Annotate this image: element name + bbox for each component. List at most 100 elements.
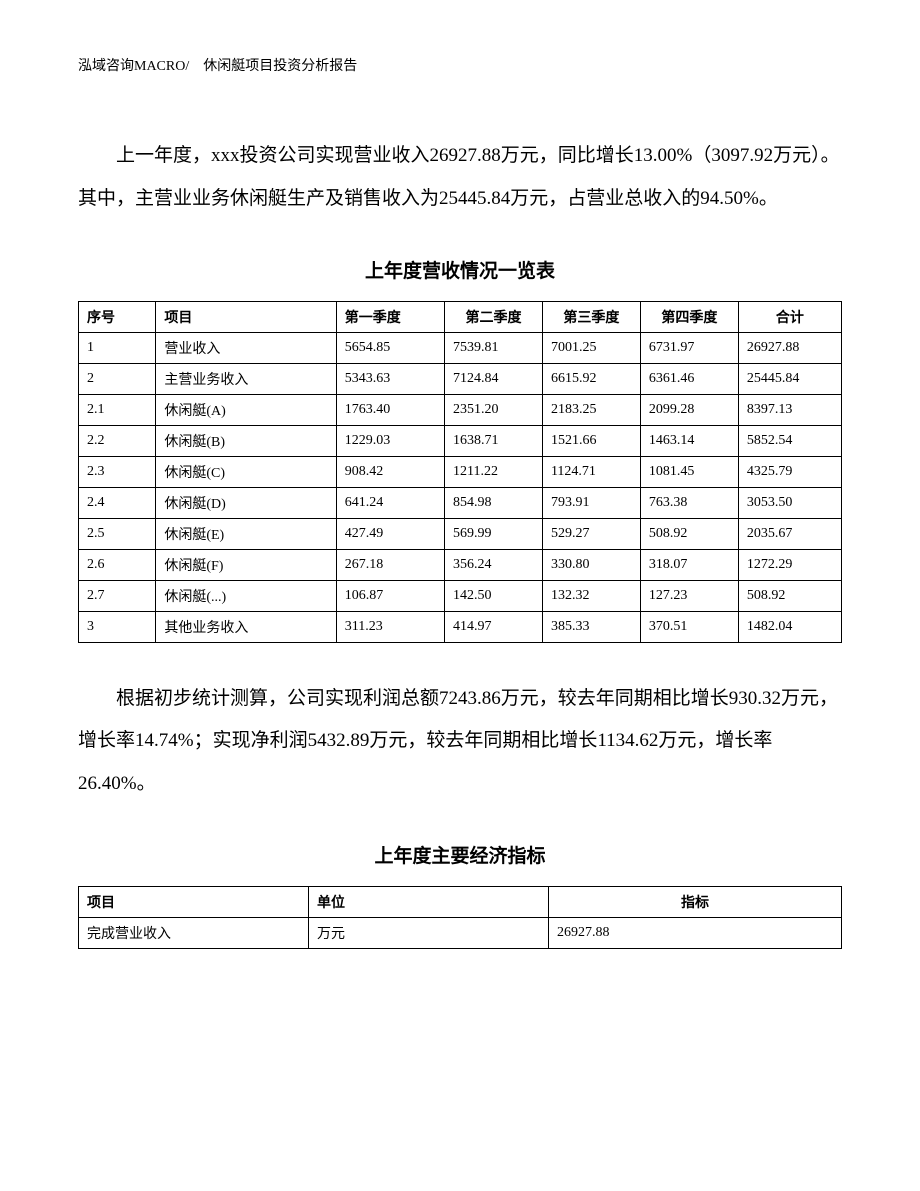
table-cell: 1 bbox=[79, 332, 156, 363]
table-cell: 5654.85 bbox=[336, 332, 444, 363]
table-cell: 2.5 bbox=[79, 518, 156, 549]
table-cell: 1482.04 bbox=[738, 611, 841, 642]
col-header: 第二季度 bbox=[445, 301, 543, 332]
table-cell: 854.98 bbox=[445, 487, 543, 518]
table-cell: 1211.22 bbox=[445, 456, 543, 487]
table-cell: 1229.03 bbox=[336, 425, 444, 456]
table-cell: 完成营业收入 bbox=[79, 917, 309, 948]
table-cell: 356.24 bbox=[445, 549, 543, 580]
table-cell: 8397.13 bbox=[738, 394, 841, 425]
table-cell: 7124.84 bbox=[445, 363, 543, 394]
table-body: 1营业收入5654.857539.817001.256731.9726927.8… bbox=[79, 332, 842, 642]
table-cell: 26927.88 bbox=[738, 332, 841, 363]
table-cell: 1272.29 bbox=[738, 549, 841, 580]
table-row: 2.6休闲艇(F)267.18356.24330.80318.071272.29 bbox=[79, 549, 842, 580]
table-cell: 休闲艇(D) bbox=[156, 487, 336, 518]
table-cell: 427.49 bbox=[336, 518, 444, 549]
table-cell: 休闲艇(E) bbox=[156, 518, 336, 549]
table-row: 完成营业收入万元26927.88 bbox=[79, 917, 842, 948]
table-cell: 1463.14 bbox=[640, 425, 738, 456]
table-row: 2.1休闲艇(A)1763.402351.202183.252099.28839… bbox=[79, 394, 842, 425]
indicators-table: 项目 单位 指标 完成营业收入万元26927.88 bbox=[78, 886, 842, 949]
table-cell: 318.07 bbox=[640, 549, 738, 580]
table-cell: 4325.79 bbox=[738, 456, 841, 487]
table-cell: 3053.50 bbox=[738, 487, 841, 518]
table-cell: 7001.25 bbox=[542, 332, 640, 363]
table-cell: 2.6 bbox=[79, 549, 156, 580]
table-cell: 1763.40 bbox=[336, 394, 444, 425]
table-row: 3其他业务收入311.23414.97385.33370.511482.04 bbox=[79, 611, 842, 642]
paragraph-2: 根据初步统计测算，公司实现利润总额7243.86万元，较去年同期相比增长930.… bbox=[78, 678, 842, 806]
table-cell: 2.1 bbox=[79, 394, 156, 425]
table-cell: 25445.84 bbox=[738, 363, 841, 394]
table-cell: 1521.66 bbox=[542, 425, 640, 456]
col-header: 第四季度 bbox=[640, 301, 738, 332]
table-2-title: 上年度主要经济指标 bbox=[78, 841, 842, 868]
table-cell: 793.91 bbox=[542, 487, 640, 518]
table-cell: 7539.81 bbox=[445, 332, 543, 363]
table-cell: 1081.45 bbox=[640, 456, 738, 487]
col-header: 单位 bbox=[309, 886, 549, 917]
col-header: 项目 bbox=[79, 886, 309, 917]
table-cell: 6731.97 bbox=[640, 332, 738, 363]
table-cell: 6361.46 bbox=[640, 363, 738, 394]
table-cell: 529.27 bbox=[542, 518, 640, 549]
table-cell: 2.7 bbox=[79, 580, 156, 611]
table-cell: 569.99 bbox=[445, 518, 543, 549]
col-header: 项目 bbox=[156, 301, 336, 332]
col-header: 第一季度 bbox=[336, 301, 444, 332]
table-cell: 万元 bbox=[309, 917, 549, 948]
table-row: 2.5休闲艇(E)427.49569.99529.27508.922035.67 bbox=[79, 518, 842, 549]
table-body: 完成营业收入万元26927.88 bbox=[79, 917, 842, 948]
table-cell: 2.3 bbox=[79, 456, 156, 487]
table-cell: 508.92 bbox=[640, 518, 738, 549]
table-cell: 2.4 bbox=[79, 487, 156, 518]
table-cell: 主营业务收入 bbox=[156, 363, 336, 394]
table-cell: 106.87 bbox=[336, 580, 444, 611]
table-1-title: 上年度营收情况一览表 bbox=[78, 256, 842, 283]
table-row: 1营业收入5654.857539.817001.256731.9726927.8… bbox=[79, 332, 842, 363]
table-cell: 2.2 bbox=[79, 425, 156, 456]
document-header: 泓域咨询MACRO/ 休闲艇项目投资分析报告 bbox=[78, 55, 842, 75]
table-cell: 267.18 bbox=[336, 549, 444, 580]
table-cell: 908.42 bbox=[336, 456, 444, 487]
table-cell: 508.92 bbox=[738, 580, 841, 611]
table-header-row: 序号 项目 第一季度 第二季度 第三季度 第四季度 合计 bbox=[79, 301, 842, 332]
table-cell: 132.32 bbox=[542, 580, 640, 611]
table-cell: 2099.28 bbox=[640, 394, 738, 425]
table-cell: 414.97 bbox=[445, 611, 543, 642]
table-row: 2.7休闲艇(...)106.87142.50132.32127.23508.9… bbox=[79, 580, 842, 611]
revenue-table: 序号 项目 第一季度 第二季度 第三季度 第四季度 合计 1营业收入5654.8… bbox=[78, 301, 842, 643]
table-cell: 2351.20 bbox=[445, 394, 543, 425]
table-cell: 5343.63 bbox=[336, 363, 444, 394]
table-row: 2主营业务收入5343.637124.846615.926361.4625445… bbox=[79, 363, 842, 394]
table-cell: 营业收入 bbox=[156, 332, 336, 363]
table-row: 2.4休闲艇(D)641.24854.98793.91763.383053.50 bbox=[79, 487, 842, 518]
table-cell: 3 bbox=[79, 611, 156, 642]
table-cell: 休闲艇(...) bbox=[156, 580, 336, 611]
col-header: 指标 bbox=[549, 886, 842, 917]
table-header-row: 项目 单位 指标 bbox=[79, 886, 842, 917]
col-header: 合计 bbox=[738, 301, 841, 332]
table-cell: 330.80 bbox=[542, 549, 640, 580]
table-cell: 1124.71 bbox=[542, 456, 640, 487]
table-cell: 休闲艇(C) bbox=[156, 456, 336, 487]
table-cell: 6615.92 bbox=[542, 363, 640, 394]
col-header: 序号 bbox=[79, 301, 156, 332]
col-header: 第三季度 bbox=[542, 301, 640, 332]
table-cell: 763.38 bbox=[640, 487, 738, 518]
table-cell: 370.51 bbox=[640, 611, 738, 642]
table-cell: 2183.25 bbox=[542, 394, 640, 425]
table-cell: 休闲艇(A) bbox=[156, 394, 336, 425]
table-cell: 休闲艇(F) bbox=[156, 549, 336, 580]
table-cell: 641.24 bbox=[336, 487, 444, 518]
table-cell: 311.23 bbox=[336, 611, 444, 642]
table-cell: 385.33 bbox=[542, 611, 640, 642]
paragraph-1: 上一年度，xxx投资公司实现营业收入26927.88万元，同比增长13.00%（… bbox=[78, 135, 842, 221]
table-cell: 其他业务收入 bbox=[156, 611, 336, 642]
table-cell: 休闲艇(B) bbox=[156, 425, 336, 456]
table-cell: 2 bbox=[79, 363, 156, 394]
table-cell: 1638.71 bbox=[445, 425, 543, 456]
table-cell: 127.23 bbox=[640, 580, 738, 611]
table-cell: 2035.67 bbox=[738, 518, 841, 549]
